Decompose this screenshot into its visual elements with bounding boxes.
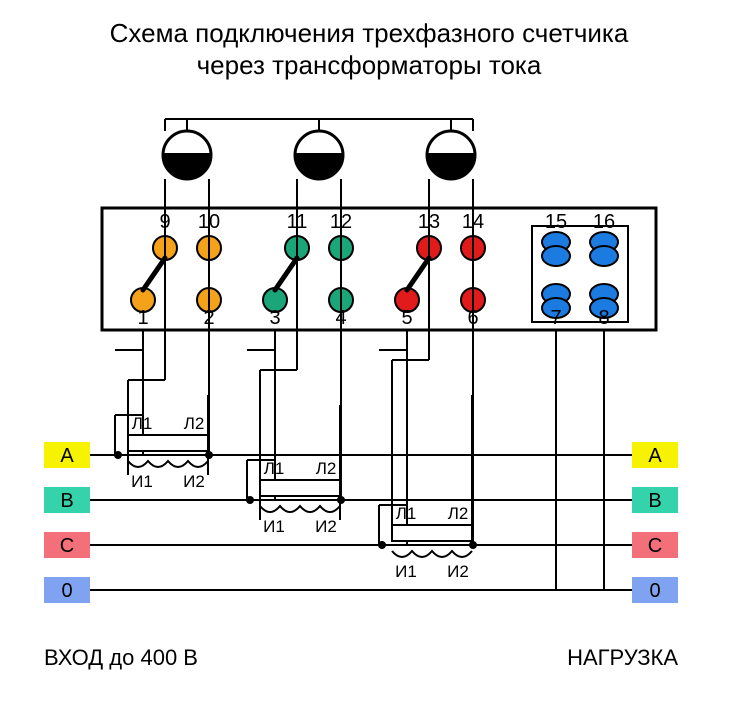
svg-text:B: B — [60, 490, 73, 512]
svg-text:C: C — [60, 535, 74, 557]
svg-text:Л1: Л1 — [132, 414, 153, 433]
svg-text:Л2: Л2 — [316, 459, 337, 478]
svg-text:A: A — [60, 445, 74, 467]
svg-text:C: C — [648, 535, 662, 557]
svg-text:A: A — [648, 445, 662, 467]
svg-text:И1: И1 — [395, 562, 417, 581]
svg-text:7: 7 — [550, 307, 561, 329]
svg-text:И1: И1 — [131, 472, 153, 491]
svg-text:Л2: Л2 — [448, 504, 469, 523]
svg-text:16: 16 — [593, 211, 615, 233]
svg-text:0: 0 — [649, 580, 660, 602]
svg-text:0: 0 — [61, 580, 72, 602]
svg-text:8: 8 — [598, 307, 609, 329]
svg-text:И2: И2 — [447, 562, 469, 581]
svg-text:B: B — [648, 490, 661, 512]
svg-text:Л1: Л1 — [396, 504, 417, 523]
svg-text:5: 5 — [401, 307, 412, 329]
footer-input-label: ВХОД до 400 В — [44, 645, 198, 671]
svg-text:Л1: Л1 — [264, 459, 285, 478]
svg-text:И2: И2 — [315, 517, 337, 536]
svg-text:3: 3 — [269, 307, 280, 329]
svg-text:15: 15 — [545, 211, 567, 233]
svg-text:1: 1 — [137, 307, 148, 329]
svg-text:И1: И1 — [263, 517, 285, 536]
footer-load-label: НАГРУЗКА — [567, 645, 678, 671]
svg-text:И2: И2 — [183, 472, 205, 491]
wiring-diagram: AABBCC0091012111234131456151678Л1Л2И1И2Л… — [0, 0, 738, 711]
svg-text:Л2: Л2 — [184, 414, 205, 433]
